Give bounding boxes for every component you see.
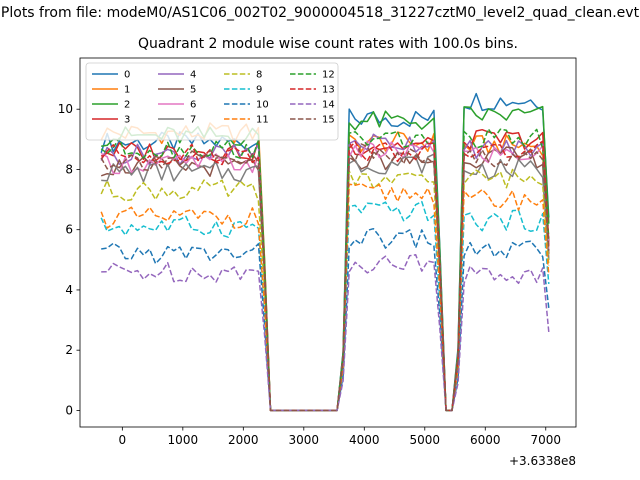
x-tick-label-2000: 2000	[228, 433, 259, 447]
legend-label-4: 4	[190, 70, 196, 81]
legend-label-3: 3	[124, 115, 130, 126]
x-offset-label: +3.6338e8	[509, 454, 576, 468]
y-tick-label-4: 4	[65, 283, 73, 297]
plot-area	[100, 92, 550, 412]
axes: 0 1000 2000 3000 4000 5000 6000 7000 +3.6338e8 0 2…	[58, 57, 577, 468]
x-tick-label-3000: 3000	[289, 433, 320, 447]
series-line-9	[100, 200, 550, 412]
chart-title: Quadrant 2 module wise count rates with …	[138, 36, 518, 52]
x-tick-label-7000: 7000	[530, 433, 561, 447]
series-line-8	[100, 168, 550, 412]
legend-label-9: 9	[256, 85, 262, 96]
legend-box	[85, 62, 339, 141]
series-line-6	[100, 140, 550, 412]
series-line-5	[100, 146, 550, 412]
legend-label-14: 14	[322, 100, 335, 111]
legend-label-10: 10	[256, 100, 269, 111]
figure-suptitle: Plots from file: modeM0/AS1C06_002T02_90…	[0, 5, 640, 21]
legend-label-5: 5	[190, 85, 196, 96]
legend-label-7: 7	[190, 115, 196, 126]
legend-label-13: 13	[322, 85, 335, 96]
series-line-0	[100, 92, 550, 412]
legend-label-11: 11	[256, 115, 269, 126]
legend-label-0: 0	[124, 70, 130, 81]
legend-label-12: 12	[322, 70, 335, 81]
series-line-4	[100, 133, 550, 412]
x-tick-label-5000: 5000	[410, 433, 441, 447]
legend-label-2: 2	[124, 100, 130, 111]
legend-label-1: 1	[124, 85, 130, 96]
plot-frame	[79, 57, 577, 428]
legend-label-8: 8	[256, 70, 262, 81]
y-tick-label-2: 2	[65, 343, 73, 357]
legend-label-15: 15	[322, 115, 335, 126]
series-lines	[100, 92, 550, 412]
series-line-7	[101, 153, 550, 412]
y-tick-label-8: 8	[65, 162, 73, 176]
x-tick-label-1000: 1000	[168, 433, 199, 447]
x-tick-label-0: 0	[119, 433, 127, 447]
series-line-11	[100, 182, 550, 412]
y-tick-label-6: 6	[65, 223, 73, 237]
series-line-15	[100, 143, 550, 412]
y-tick-label-0: 0	[65, 403, 73, 417]
legend-label-6: 6	[190, 100, 196, 111]
series-line-13	[100, 140, 550, 412]
series-line-12	[100, 128, 550, 412]
x-tick-label-4000: 4000	[349, 433, 380, 447]
y-tick-label-10: 10	[58, 102, 73, 116]
series-line-14	[101, 254, 550, 412]
series-line-3	[100, 128, 550, 412]
series-line-10	[101, 227, 550, 412]
x-tick-label-6000: 6000	[470, 433, 501, 447]
